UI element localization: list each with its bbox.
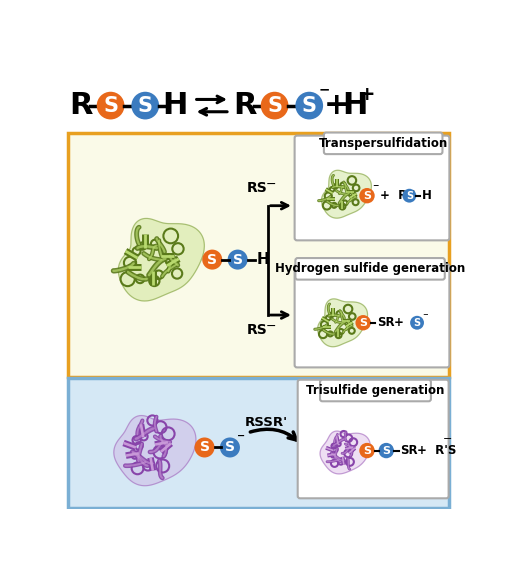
Text: H: H	[257, 252, 270, 267]
FancyBboxPatch shape	[294, 136, 449, 240]
Text: H: H	[342, 91, 367, 120]
Text: S: S	[363, 446, 371, 455]
Text: −: −	[266, 178, 277, 190]
Text: +  RS: + RS	[380, 189, 416, 202]
Text: R: R	[234, 91, 257, 120]
Text: S: S	[406, 190, 413, 201]
Circle shape	[261, 92, 288, 120]
Text: RS: RS	[246, 323, 267, 337]
Circle shape	[359, 188, 375, 204]
Text: S: S	[267, 96, 282, 116]
Text: +: +	[359, 85, 375, 104]
Circle shape	[356, 315, 371, 331]
Circle shape	[220, 438, 240, 458]
Circle shape	[402, 189, 416, 202]
Text: −: −	[443, 434, 452, 444]
Text: −: −	[266, 320, 277, 333]
Polygon shape	[318, 299, 368, 347]
Polygon shape	[322, 170, 371, 218]
Text: −: −	[372, 181, 379, 190]
Circle shape	[202, 249, 222, 269]
Text: +  R'S: + R'S	[417, 444, 457, 457]
Text: RSSR': RSSR'	[244, 416, 288, 430]
Circle shape	[131, 92, 159, 120]
Text: H: H	[422, 189, 432, 202]
Circle shape	[379, 443, 394, 458]
FancyBboxPatch shape	[320, 380, 431, 402]
Text: −: −	[319, 82, 330, 96]
Circle shape	[295, 92, 323, 120]
FancyBboxPatch shape	[65, 69, 453, 133]
Circle shape	[359, 443, 375, 458]
Text: S: S	[382, 446, 390, 455]
FancyBboxPatch shape	[295, 258, 445, 280]
Text: R: R	[70, 91, 93, 120]
Text: −: −	[237, 431, 245, 440]
Text: Transpersulfidation: Transpersulfidation	[319, 137, 448, 150]
FancyBboxPatch shape	[68, 133, 449, 376]
FancyBboxPatch shape	[68, 378, 449, 507]
Circle shape	[194, 438, 215, 458]
Text: H: H	[162, 91, 187, 120]
FancyBboxPatch shape	[294, 264, 449, 367]
Text: SR: SR	[377, 316, 394, 329]
Text: +  H: + H	[394, 316, 422, 329]
Text: S: S	[359, 317, 367, 328]
Text: RS: RS	[246, 181, 267, 195]
FancyBboxPatch shape	[298, 380, 448, 498]
Text: S: S	[138, 96, 153, 116]
Text: +: +	[323, 91, 349, 120]
Text: S: S	[302, 96, 317, 116]
Text: S: S	[414, 317, 421, 328]
Polygon shape	[320, 431, 370, 474]
Text: S: S	[225, 440, 235, 455]
Text: S: S	[199, 440, 210, 455]
Text: S: S	[233, 253, 242, 267]
Text: S: S	[363, 190, 371, 201]
Circle shape	[97, 92, 124, 120]
Polygon shape	[118, 219, 205, 301]
Text: S: S	[103, 96, 118, 116]
FancyBboxPatch shape	[324, 133, 442, 154]
Circle shape	[410, 316, 424, 329]
Text: −: −	[422, 312, 428, 318]
Text: SR: SR	[400, 444, 418, 457]
Circle shape	[228, 249, 247, 269]
Text: Hydrogen sulfide generation: Hydrogen sulfide generation	[275, 263, 465, 275]
Text: S: S	[207, 253, 217, 267]
Polygon shape	[114, 415, 196, 486]
Text: Trisulfide generation: Trisulfide generation	[306, 384, 445, 397]
